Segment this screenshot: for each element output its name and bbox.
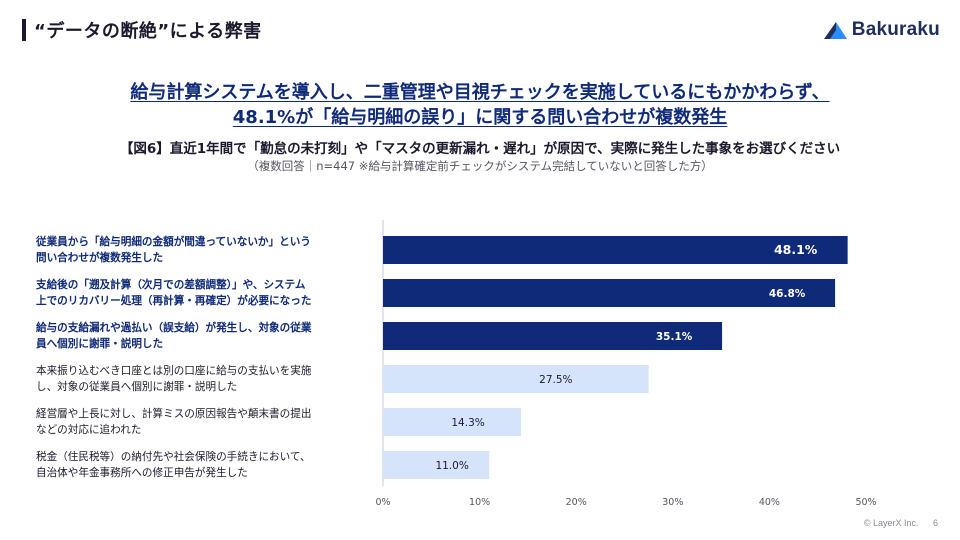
page-title: “データの断絶”による弊害 [34,21,262,42]
page-number: 6 [932,518,938,528]
page-header: “データの断絶”による弊害 Bakuraku [0,0,960,60]
bakuraku-mountain-icon [823,22,847,39]
category-label-line: し、対象の従業員へ個別に謝罪・説明した [36,381,238,393]
bar-3 [383,322,723,350]
bakuraku-logo: Bakuraku [822,16,940,44]
bar-value-label-3: 35.1% [656,331,693,343]
headline-line-1: 給与計算システムを導入し、二重管理や目視チェックを実施しているにもかかわらず、 [130,82,830,103]
category-label-line: 本来振り込むべき口座とは別の口座に給与の支払いを実施 [36,365,312,377]
category-label-line: 従業員から「給与明細の金額が間違っていないか」という [36,236,311,248]
headline: 給与計算システムを導入し、二重管理や目視チェックを実施しているにもかかわらず、 … [0,80,960,130]
category-label-2: 支給後の「遡及計算（次月での差額調整）」や、システム 上でのリカバリー処理（再計算… [36,277,366,309]
category-label-line: 経営層や上長に対し、計算ミスの原因報告や顛末書の提出 [36,408,312,420]
bar-4 [383,365,649,393]
copyright-text: © LayerX Inc. [863,518,919,528]
category-label-line: 支給後の「遡及計算（次月での差額調整）」や、システム [36,279,306,291]
category-label-line: 自治体や年金事務所への修正申告が発生した [36,467,248,479]
figure-title: 【図6】直近1年間で「勤怠の未打刻」や「マスタの更新漏れ・遅れ」が原因で、実際に… [119,141,841,157]
category-label-line: などの対応に追われた [36,424,142,436]
category-label-line: 上でのリカバリー処理（再計算・再確定）が必要になった [36,295,312,307]
category-label-line: 問い合わせが複数発生した [36,252,164,264]
bar-5 [383,408,522,436]
category-label-5: 経営層や上長に対し、計算ミスの原因報告や顛末書の提出 などの対応に追われた [36,406,366,438]
page-footer: © LayerX Inc. 6 [864,518,938,528]
bar-value-label-5: 14.3% [451,417,484,429]
bar-6 [383,451,490,479]
logo-text: Bakuraku [851,19,940,40]
category-label-line: 税金（住民税等）の納付先や社会保険の手続きにおいて、 [36,451,311,463]
figure-note: （複数回答｜n=447 ※給与計算確定前チェックがシステム完結していないと回答し… [247,159,713,173]
category-label-line: 員へ個別に謝罪・説明した [36,338,164,350]
bar-value-label-1: 48.1% [774,242,818,257]
category-label-3: 給与の支給漏れや過払い（誤支給）が発生し、対象の従業 員へ個別に謝罪・説明した [36,320,366,352]
x-tick-label-5: 50% [855,497,876,508]
headline-line-2: 48.1%が「給与明細の誤り」に関する問い合わせが複数発生 [232,107,728,128]
bar-1 [383,236,848,264]
category-label-1: 従業員から「給与明細の金額が間違っていないか」という 問い合わせが複数発生した [36,234,366,266]
bar-2 [383,279,836,307]
bar-value-label-6: 11.0% [435,460,468,472]
header-accent-bar [22,19,26,41]
bar-value-label-4: 27.5% [539,374,572,386]
x-tick-label-0: 0% [375,497,390,508]
category-label-6: 税金（住民税等）の納付先や社会保険の手続きにおいて、 自治体や年金事務所への修正申… [36,449,366,481]
x-tick-label-3: 30% [662,497,683,508]
x-tick-label-4: 40% [759,497,780,508]
x-tick-label-2: 20% [566,497,587,508]
x-tick-label-1: 10% [469,497,490,508]
bar-value-label-2: 46.8% [769,288,806,300]
category-label-4: 本来振り込むべき口座とは別の口座に給与の支払いを実施 し、対象の従業員へ個別に謝罪… [36,363,366,395]
category-label-line: 給与の支給漏れや過払い（誤支給）が発生し、対象の従業 [36,322,312,334]
